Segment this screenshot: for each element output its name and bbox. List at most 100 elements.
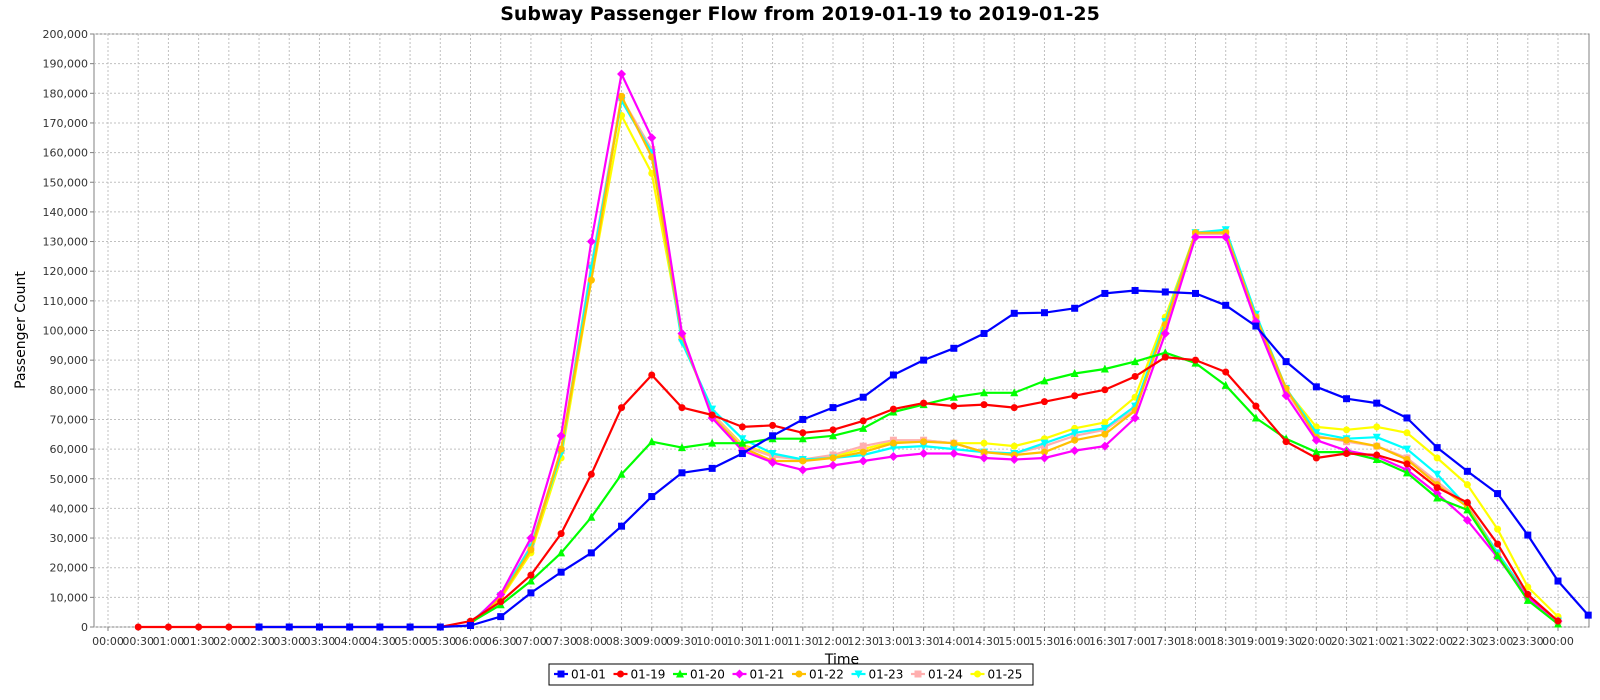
- legend-marker: [914, 670, 922, 678]
- data-point: [980, 329, 988, 337]
- data-point: [406, 623, 414, 631]
- legend-item-01-22: 01-22: [792, 668, 844, 682]
- data-point: [768, 450, 777, 459]
- y-tick-label: 40,000: [50, 502, 89, 515]
- data-point: [557, 445, 565, 453]
- x-tick-label: 14:30: [968, 635, 1000, 648]
- x-tick-label: 00:00: [1542, 635, 1574, 648]
- data-point: [1282, 438, 1290, 446]
- data-point: [889, 371, 897, 379]
- data-point: [1101, 430, 1109, 438]
- data-point: [1463, 467, 1471, 475]
- data-point: [858, 456, 868, 466]
- x-tick-label: 00:00: [92, 635, 124, 648]
- data-point: [1403, 429, 1411, 437]
- data-point: [889, 405, 897, 413]
- data-point: [1070, 446, 1080, 456]
- y-tick-label: 200,000: [43, 28, 89, 41]
- y-tick-label: 30,000: [50, 532, 89, 545]
- data-point: [1010, 404, 1018, 412]
- data-point: [376, 623, 384, 631]
- y-tick-label: 180,000: [43, 87, 89, 100]
- data-point: [557, 548, 566, 557]
- legend-item-01-23: 01-23: [851, 668, 903, 682]
- legend-label: 01-25: [988, 668, 1023, 682]
- x-tick-label: 22:00: [1421, 635, 1453, 648]
- data-point: [1071, 392, 1079, 400]
- data-point: [225, 623, 233, 631]
- data-point: [1403, 414, 1411, 422]
- data-point: [648, 371, 656, 379]
- data-point: [1130, 413, 1140, 423]
- data-point: [678, 404, 686, 412]
- data-point: [1101, 289, 1109, 297]
- data-point: [1524, 590, 1532, 598]
- data-point: [587, 470, 595, 478]
- x-tick-label: 19:00: [1240, 635, 1272, 648]
- data-point: [618, 404, 626, 412]
- data-point: [557, 530, 565, 538]
- data-point: [1372, 433, 1381, 442]
- data-point: [1010, 388, 1019, 397]
- x-tick-label: 09:00: [636, 635, 668, 648]
- data-point: [1161, 348, 1170, 357]
- data-point: [1402, 445, 1411, 454]
- legend: 01-01 01-19 01-20 01-21 01-22 01-23 01-24 01-25: [548, 663, 1034, 686]
- data-point: [738, 423, 746, 431]
- data-point: [738, 438, 747, 447]
- x-tick-label: 20:30: [1331, 635, 1363, 648]
- data-point: [950, 344, 958, 352]
- data-point: [799, 429, 807, 437]
- data-point: [618, 92, 626, 100]
- data-point: [708, 464, 716, 472]
- y-tick-label: 110,000: [43, 295, 89, 308]
- data-point: [1373, 451, 1381, 459]
- x-tick-label: 18:00: [1180, 635, 1212, 648]
- chart-title: Subway Passenger Flow from 2019-01-19 to…: [500, 3, 1100, 25]
- x-tick-label: 03:00: [273, 635, 305, 648]
- data-point: [799, 415, 807, 423]
- data-point: [1494, 540, 1502, 548]
- x-tick-label: 22:30: [1452, 635, 1484, 648]
- data-point: [467, 622, 474, 630]
- x-tick-label: 16:00: [1059, 635, 1091, 648]
- data-point: [587, 276, 595, 284]
- x-tick-label: 13:30: [908, 635, 940, 648]
- data-point: [769, 421, 777, 429]
- data-point: [859, 417, 867, 425]
- data-point: [1463, 505, 1472, 514]
- x-tick-label: 23:00: [1482, 635, 1514, 648]
- x-tick-label: 21:30: [1391, 635, 1423, 648]
- data-point: [950, 402, 958, 410]
- data-point: [617, 69, 627, 79]
- data-point: [1493, 551, 1502, 560]
- data-point: [949, 392, 958, 401]
- data-point: [618, 522, 626, 530]
- x-tick-label: 02:00: [213, 635, 245, 648]
- data-point: [1343, 395, 1351, 403]
- legend-item-01-19: 01-19: [613, 668, 665, 682]
- data-point: [1433, 454, 1441, 462]
- data-point: [1221, 232, 1231, 242]
- legend-marker: [854, 670, 863, 679]
- x-tick-label: 15:30: [1029, 635, 1061, 648]
- data-point: [195, 623, 203, 631]
- y-tick-label: 170,000: [43, 117, 89, 130]
- y-tick-label: 100,000: [43, 325, 89, 338]
- data-point: [1402, 468, 1411, 477]
- y-tick-label: 120,000: [43, 265, 89, 278]
- data-point: [1312, 429, 1321, 438]
- data-point: [920, 399, 928, 407]
- data-point: [346, 623, 354, 631]
- data-point: [708, 405, 717, 414]
- x-tick-label: 17:30: [1149, 635, 1181, 648]
- data-point: [950, 439, 958, 447]
- data-point: [527, 571, 535, 579]
- x-tick-label: 01:00: [153, 635, 185, 648]
- legend-marker: [735, 669, 744, 679]
- y-tick-label: 90,000: [50, 354, 89, 367]
- data-point: [134, 623, 142, 631]
- data-point: [1554, 577, 1562, 585]
- data-point: [1131, 357, 1140, 366]
- legend-marker: [974, 670, 981, 678]
